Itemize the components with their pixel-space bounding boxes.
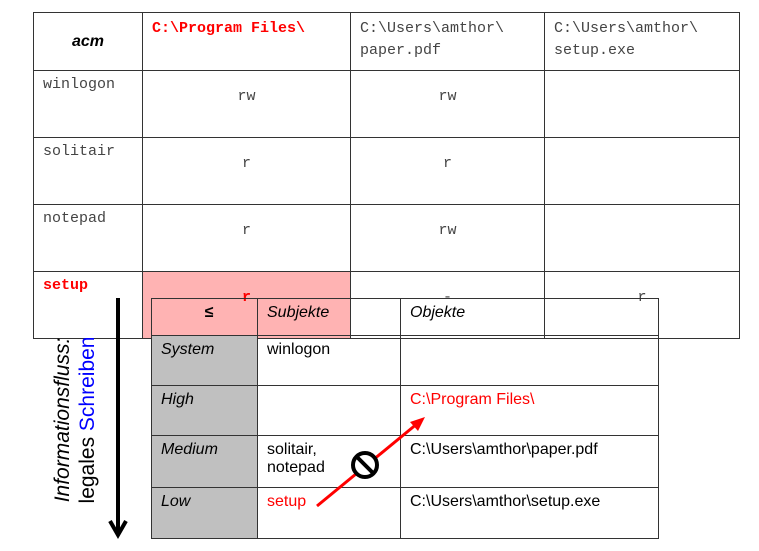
- table-row: Medium solitair, notepad C:\Users\amthor\pa…: [151, 435, 659, 488]
- cell: rw: [350, 70, 545, 138]
- row-subject: setup: [33, 271, 143, 339]
- cell: [544, 70, 740, 138]
- table-row: High C:\Program Files\: [151, 385, 659, 436]
- objects: C:\Program Files\: [400, 385, 659, 436]
- cell: r: [142, 204, 351, 272]
- cell: [544, 204, 740, 272]
- subjects: [257, 385, 401, 436]
- subjects: solitair, notepad: [257, 435, 401, 488]
- no-entry-icon: [351, 451, 379, 479]
- arrow-down-icon: [108, 298, 128, 540]
- level: Medium: [151, 435, 258, 488]
- subjects: setup: [257, 487, 401, 539]
- table-row: System winlogon: [151, 335, 659, 386]
- table-row: notepad r rw: [33, 204, 740, 272]
- cell: rw: [350, 204, 545, 272]
- row-subject: winlogon: [33, 70, 143, 138]
- column-header: C:\Program Files\: [142, 12, 351, 71]
- cell: [544, 137, 740, 205]
- cell: rw: [142, 70, 351, 138]
- corner-cell: acm: [33, 12, 143, 71]
- level: Low: [151, 487, 258, 539]
- header-leq: ≤: [151, 298, 258, 336]
- security-level-table: ≤ Subjekte Objekte System winlogon High C:\P…: [151, 298, 659, 539]
- header-subjects: Subjekte: [257, 298, 401, 336]
- objects: C:\Users\amthor\paper.pdf: [400, 435, 659, 488]
- header-objects: Objekte: [400, 298, 659, 336]
- table-row: winlogon rw rw: [33, 70, 740, 138]
- table-row: solitair r r: [33, 137, 740, 205]
- table-row: Low setup C:\Users\amthor\setup.exe: [151, 487, 659, 539]
- column-header: C:\Users\amthor\ setup.exe: [544, 12, 740, 71]
- subjects: winlogon: [257, 335, 401, 386]
- cell: r: [142, 137, 351, 205]
- objects: C:\Users\amthor\setup.exe: [400, 487, 659, 539]
- level: High: [151, 385, 258, 436]
